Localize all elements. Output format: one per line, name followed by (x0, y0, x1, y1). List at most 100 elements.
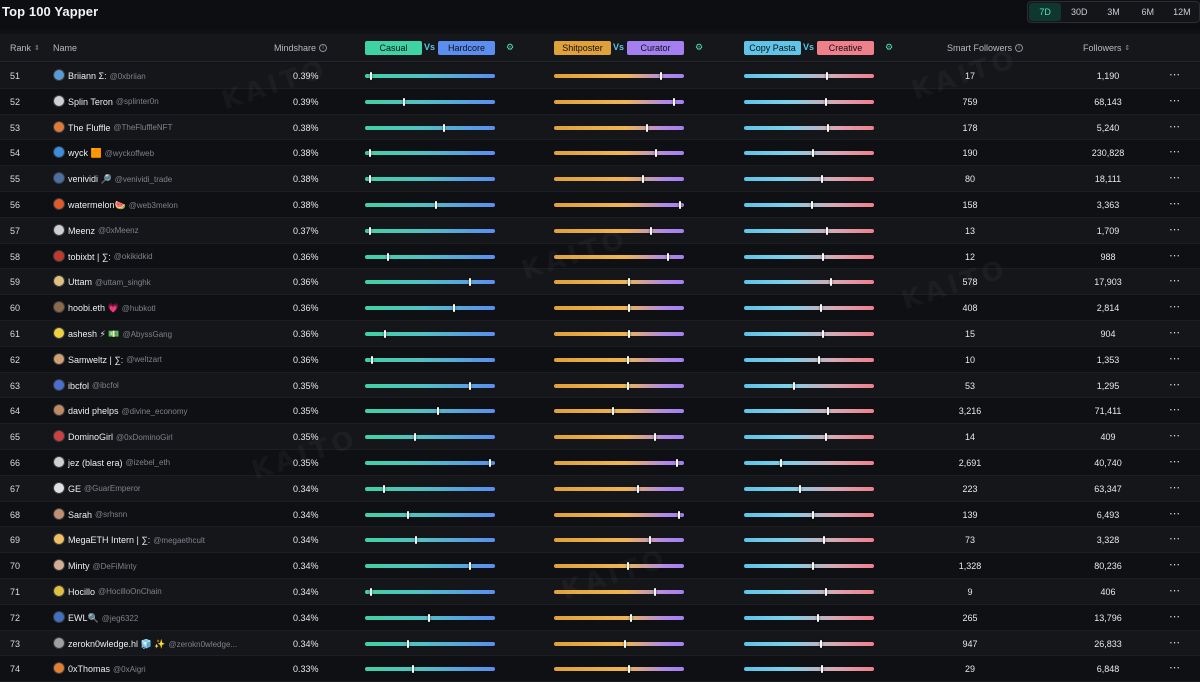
range-3m[interactable]: 3M (1107, 7, 1120, 17)
range-30d[interactable]: 30D (1071, 7, 1088, 17)
avatar[interactable] (53, 430, 65, 443)
more-options-icon[interactable]: ⋯ (1169, 69, 1181, 81)
table-row[interactable]: 65 DominoGirl @0xDominoGirl 0.35% 14 409… (0, 424, 1200, 450)
followers-header[interactable]: Followers ⇕ (1083, 43, 1130, 53)
range-12m[interactable]: 12M (1173, 7, 1191, 17)
user-name[interactable]: ashesh ⚡ 💵 @AbyssGang (68, 329, 172, 340)
rank-header[interactable]: Rank ⇕ (10, 43, 40, 53)
table-row[interactable]: 54 wyck 🟧 @wyckoffweb 0.38% 190 230,828 … (0, 140, 1200, 167)
more-options-icon[interactable]: ⋯ (1169, 197, 1181, 210)
more-options-icon[interactable]: ⋯ (1169, 584, 1181, 597)
user-name[interactable]: GE @GuarEmperor (68, 484, 141, 494)
user-name[interactable]: 0xThomas @0xAigri (68, 664, 146, 674)
user-name[interactable]: Hocillo @HocilloOnChain (68, 587, 162, 597)
more-options-icon[interactable]: ⋯ (1169, 120, 1181, 133)
more-options-icon[interactable]: ⋯ (1169, 404, 1181, 417)
table-row[interactable]: 55 venividi 🔎 @venividi_trade 0.38% 80 1… (0, 166, 1200, 192)
user-name[interactable]: jez (blast era) @izebel_eth (68, 458, 170, 468)
user-name[interactable]: Meenz @0xMeenz (68, 226, 139, 236)
table-row[interactable]: 67 GE @GuarEmperor 0.34% 223 63,347 ⋯ (0, 475, 1200, 502)
table-row[interactable]: 52 Splin Teron @splinter0n 0.39% 759 68,… (0, 88, 1200, 115)
table-row[interactable]: 51 Briiann Σ: @0xbriian 0.39% 17 1,190 ⋯ (0, 63, 1200, 89)
creative-pill[interactable]: Creative (817, 41, 874, 55)
table-row[interactable]: 71 Hocillo @HocilloOnChain 0.34% 9 406 ⋯ (0, 578, 1200, 605)
avatar[interactable] (53, 94, 65, 107)
avatar[interactable] (53, 120, 65, 133)
user-name[interactable]: Minty @DeFiMinty (68, 561, 137, 571)
user-name[interactable]: wyck 🟧 @wyckoffweb (68, 148, 154, 159)
user-name[interactable]: watermelon🍉 @web3melon (68, 200, 178, 211)
gear-icon[interactable]: ⚙ (885, 42, 894, 52)
avatar[interactable] (53, 326, 65, 339)
user-name[interactable]: zerokn0wledge.hl 🧊 ✨ @zerokn0wledge... (68, 639, 237, 650)
avatar[interactable] (53, 146, 65, 159)
table-row[interactable]: 58 tobixbt | ∑: @okikidkid 0.36% 12 988 … (0, 243, 1200, 270)
avatar[interactable] (53, 249, 65, 262)
more-options-icon[interactable]: ⋯ (1169, 378, 1181, 391)
avatar[interactable] (53, 507, 65, 520)
more-options-icon[interactable]: ⋯ (1169, 352, 1181, 365)
gear-icon[interactable]: ⚙ (506, 42, 515, 52)
table-row[interactable]: 72 EWL🔍 @jeg6322 0.34% 265 13,796 ⋯ (0, 604, 1200, 631)
more-options-icon[interactable]: ⋯ (1169, 507, 1181, 520)
more-options-icon[interactable]: ⋯ (1169, 430, 1181, 443)
table-row[interactable]: 70 Minty @DeFiMinty 0.34% 1,328 80,236 ⋯ (0, 553, 1200, 579)
table-row[interactable]: 53 The Fluffle @TheFluffleNFT 0.38% 178 … (0, 114, 1200, 141)
avatar[interactable] (53, 481, 65, 494)
user-name[interactable]: DominoGirl @0xDominoGirl (68, 432, 173, 442)
table-row[interactable]: 63 ibcfol @ibcfol 0.35% 53 1,295 ⋯ (0, 372, 1200, 399)
user-name[interactable]: david phelps @divine_economy (68, 406, 187, 416)
more-options-icon[interactable]: ⋯ (1169, 455, 1181, 468)
copy-pasta-pill[interactable]: Copy Pasta (744, 41, 801, 55)
table-row[interactable]: 62 Samweltz | ∑: @weltzart 0.36% 10 1,35… (0, 346, 1200, 373)
table-row[interactable]: 68 Sarah @srhsnn 0.34% 139 6,493 ⋯ (0, 501, 1200, 528)
user-name[interactable]: Samweltz | ∑: @weltzart (68, 355, 162, 365)
more-options-icon[interactable]: ⋯ (1169, 249, 1181, 262)
range-7d[interactable]: 7D (1029, 3, 1062, 21)
avatar[interactable] (53, 404, 65, 417)
avatar[interactable] (53, 352, 65, 365)
more-options-icon[interactable]: ⋯ (1169, 223, 1181, 236)
more-options-icon[interactable]: ⋯ (1169, 301, 1181, 314)
table-row[interactable]: 60 hoobi.eth 💗 @hubkotl 0.36% 408 2,814 … (0, 295, 1200, 321)
user-name[interactable]: MegaETH Intern | ∑: @megaethcult (68, 535, 205, 545)
more-options-icon[interactable]: ⋯ (1169, 326, 1181, 339)
table-row[interactable]: 74 0xThomas @0xAigri 0.33% 29 6,848 ⋯ (0, 656, 1200, 682)
table-row[interactable]: 73 zerokn0wledge.hl 🧊 ✨ @zerokn0wledge..… (0, 630, 1200, 657)
avatar[interactable] (53, 69, 65, 81)
hardcore-pill[interactable]: Hardcore (438, 41, 495, 55)
avatar[interactable] (53, 223, 65, 236)
user-name[interactable]: hoobi.eth 💗 @hubkotl (68, 303, 156, 314)
more-options-icon[interactable]: ⋯ (1169, 662, 1181, 675)
table-row[interactable]: 61 ashesh ⚡ 💵 @AbyssGang 0.36% 15 904 ⋯ (0, 320, 1200, 347)
avatar[interactable] (53, 275, 65, 288)
table-row[interactable]: 57 Meenz @0xMeenz 0.37% 13 1,709 ⋯ (0, 217, 1200, 244)
shitposter-pill[interactable]: Shitposter (554, 41, 611, 55)
avatar[interactable] (53, 455, 65, 468)
avatar[interactable] (53, 533, 65, 546)
avatar[interactable] (53, 378, 65, 391)
casual-pill[interactable]: Casual (365, 41, 422, 55)
range-6m[interactable]: 6M (1141, 7, 1154, 17)
gear-icon[interactable]: ⚙ (695, 42, 704, 52)
sort-icon[interactable]: ⇕ (34, 45, 40, 52)
user-name[interactable]: Briiann Σ: @0xbriian (68, 71, 146, 81)
user-name[interactable]: EWL🔍 @jeg6322 (68, 613, 138, 624)
avatar[interactable] (53, 662, 65, 675)
user-name[interactable]: tobixbt | ∑: @okikidkid (68, 252, 153, 262)
more-options-icon[interactable]: ⋯ (1169, 481, 1181, 494)
table-row[interactable]: 59 Uttam @uttam_singhk 0.36% 578 17,903 … (0, 269, 1200, 296)
more-options-icon[interactable]: ⋯ (1169, 275, 1181, 288)
table-row[interactable]: 66 jez (blast era) @izebel_eth 0.35% 2,6… (0, 449, 1200, 476)
user-name[interactable]: Splin Teron @splinter0n (68, 97, 159, 107)
user-name[interactable]: ibcfol @ibcfol (68, 381, 119, 391)
user-name[interactable]: Uttam @uttam_singhk (68, 277, 151, 287)
mindshare-header[interactable]: Mindshare i (274, 43, 328, 53)
more-options-icon[interactable]: ⋯ (1169, 559, 1181, 572)
avatar[interactable] (53, 172, 65, 185)
avatar[interactable] (53, 610, 65, 623)
table-row[interactable]: 64 david phelps @divine_economy 0.35% 3,… (0, 398, 1200, 425)
table-row[interactable]: 56 watermelon🍉 @web3melon 0.38% 158 3,36… (0, 191, 1200, 218)
more-options-icon[interactable]: ⋯ (1169, 610, 1181, 623)
user-name[interactable]: Sarah @srhsnn (68, 510, 127, 520)
